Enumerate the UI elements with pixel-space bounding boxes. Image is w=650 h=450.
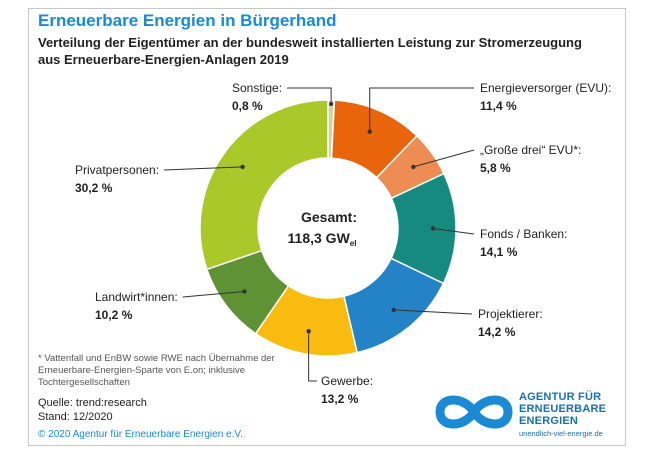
slice-value-2: 11,4 % <box>480 99 517 113</box>
slice-value-3: 5,8 % <box>480 161 511 175</box>
chart-title: Erneuerbare Energien in Bürgerhand <box>38 11 337 30</box>
center-total-label: Gesamt: <box>301 209 357 225</box>
leader-dot-1 <box>329 102 334 107</box>
chart-subtitle: Verteilung der Eigentümer an der bundesw… <box>38 35 582 67</box>
leader-line-4 <box>432 227 475 235</box>
leader-dot-7 <box>242 289 247 294</box>
date-line: Stand: 12/2020 <box>38 411 113 423</box>
slice-value-4: 14,1 % <box>480 245 518 259</box>
leader-line-6 <box>308 331 317 382</box>
slice-value-6: 13,2 % <box>321 392 359 406</box>
leader-line-8 <box>164 166 243 171</box>
footnote: * Vattenfall und EnBW sowie RWE nach Übe… <box>38 353 275 388</box>
leader-line-3 <box>413 149 475 168</box>
leader-line-7 <box>182 290 245 298</box>
chart-frame <box>28 8 626 446</box>
leader-dot-6 <box>306 328 311 334</box>
leader-dot-8 <box>240 164 245 170</box>
slice-label-5: Projektierer: <box>478 307 543 321</box>
leader-line-2 <box>369 87 474 132</box>
slice-label-3: „Große drei“ EVU*: <box>480 143 581 157</box>
leader-dot-4 <box>430 226 436 231</box>
donut-slice-8 <box>199 99 329 271</box>
agency-logo-text: AGENTUR FÜR ERNEUERBARE ENERGIEN unendli… <box>519 391 606 440</box>
slice-value-7: 10,2 % <box>95 308 133 322</box>
logo-line-2: ERNEUERBARE <box>519 403 607 415</box>
slice-label-4: Fonds / Banken: <box>480 227 567 241</box>
leader-line-1 <box>287 87 332 105</box>
copyright-text: © 2020 Agentur für Erneuerbare Energien … <box>38 429 243 440</box>
logo-line-3: ENERGIEN <box>519 415 579 427</box>
leader-dot-3 <box>411 164 416 170</box>
slice-label-1: Sonstige: <box>232 81 282 95</box>
center-total-value: 118,3 GWel <box>288 230 357 248</box>
slice-label-7: Landwirt*innen: <box>95 290 178 304</box>
logo-line-1: AGENTUR FÜR <box>519 391 602 403</box>
logo-url: unendlich-viel-energie.de <box>519 429 603 438</box>
slice-value-8: 30,2 % <box>75 181 113 195</box>
slice-label-8: Privatpersonen: <box>75 163 159 177</box>
leader-line-5 <box>393 309 473 315</box>
leader-dot-2 <box>367 129 372 134</box>
source-line: Quelle: trend:research <box>38 397 147 409</box>
leader-dot-5 <box>391 307 396 313</box>
slice-value-1: 0,8 % <box>232 99 263 113</box>
slice-label-6: Gewerbe: <box>321 374 373 388</box>
source-info: Quelle: trend:research Stand: 12/2020 <box>38 396 147 424</box>
slice-label-2: Energieversorger (EVU): <box>480 81 611 95</box>
slice-value-5: 14,2 % <box>478 325 516 339</box>
infinity-logo-icon <box>435 395 513 429</box>
